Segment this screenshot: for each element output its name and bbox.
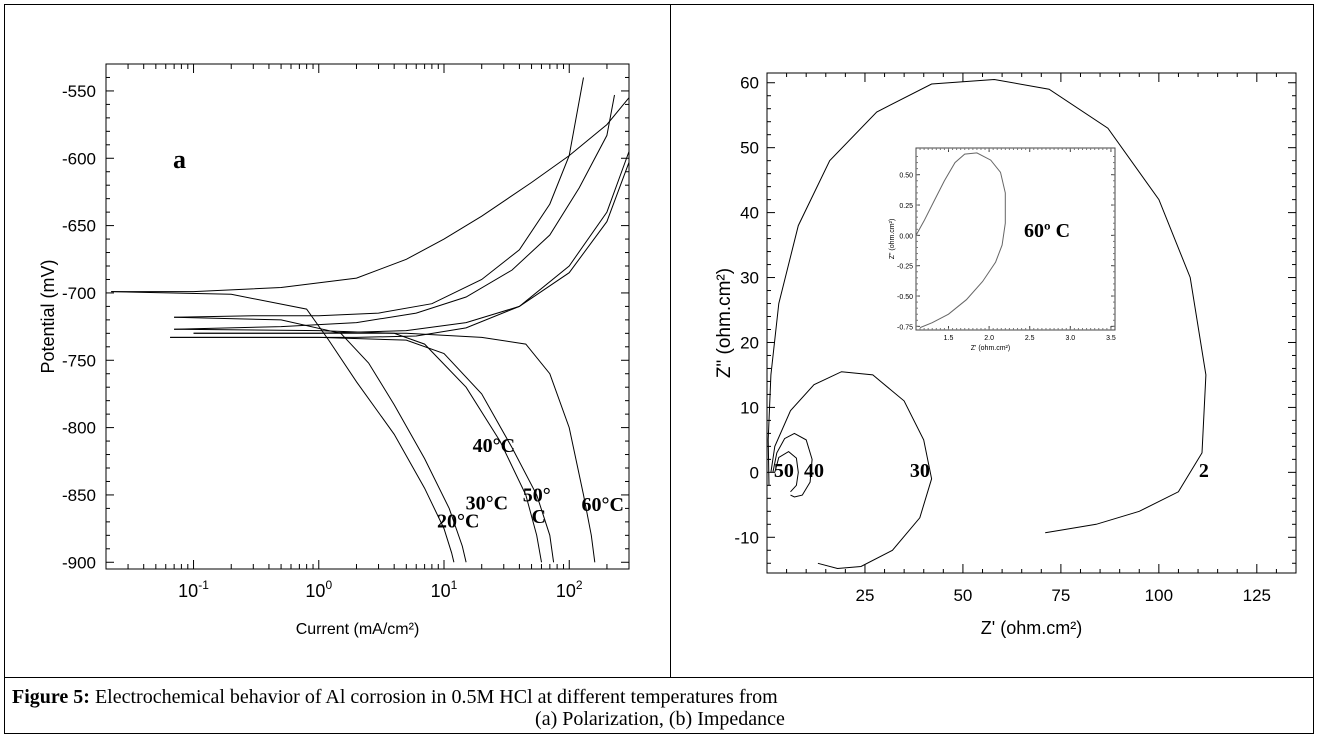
- caption-divider: [4, 677, 1314, 678]
- x-tick-label: 10-1: [178, 578, 209, 601]
- y-tick-label: -650: [62, 217, 96, 236]
- figure-frame: [4, 4, 1314, 734]
- y-tick-label: -10: [734, 528, 759, 547]
- panel-divider: [670, 4, 671, 678]
- y-tick-label: 10: [740, 398, 759, 417]
- plot-b-frame: [766, 72, 1297, 574]
- polarization-cathodic-line: [193, 332, 596, 563]
- panel-label-a: a: [173, 145, 186, 174]
- impedance-nyquist-line: [772, 432, 813, 498]
- x-tick-label: 101: [431, 578, 458, 601]
- inset-frame: [915, 147, 1116, 331]
- y-tick-label: 20: [740, 333, 759, 352]
- y-tick-label: -700: [62, 284, 96, 303]
- y-tick-label: 60: [740, 74, 759, 93]
- y-tick-label: 40: [740, 204, 759, 223]
- impedance-nyquist-line: [770, 371, 933, 570]
- y-tick-label: 30: [740, 269, 759, 288]
- inset-x-axis-label: Z' (ohm.cm²): [971, 345, 1010, 352]
- inset-y-axis-label: Z" (ohm.cm²): [889, 219, 896, 260]
- inset-x-tick-label: 2.0: [984, 335, 994, 342]
- x-tick-label: 100: [1145, 586, 1173, 605]
- x-tick-label: 125: [1243, 586, 1271, 605]
- x-tick-label: 75: [1051, 586, 1070, 605]
- polarization-anodic-line: [174, 77, 584, 318]
- x-tick-label: 100: [305, 578, 332, 601]
- inset-y-tick-label: 0.50: [899, 173, 913, 180]
- x-tick-label: 50: [953, 586, 972, 605]
- caption-label: Figure 5:: [12, 686, 90, 708]
- polarization-cathodic-line: [174, 328, 542, 563]
- temperature-label: 20°C: [437, 510, 479, 532]
- plot-a-frame: [105, 63, 630, 570]
- temperature-label: 40°C: [473, 435, 515, 457]
- inset-y-tick-label: 0.25: [899, 203, 913, 210]
- inset-x-tick-label: 3.0: [1065, 335, 1075, 342]
- y-tick-label: -900: [62, 553, 96, 572]
- impedance-nyquist-line: [767, 78, 1207, 534]
- temperature-label: 2: [1199, 460, 1209, 482]
- y-tick-label: -800: [62, 419, 96, 438]
- impedance-nyquist-line: [774, 450, 799, 493]
- polarization-anodic-line: [111, 97, 630, 293]
- x-tick-label: 25: [856, 586, 875, 605]
- polarization-cathodic-line: [174, 316, 467, 563]
- y-tick-label: -600: [62, 149, 96, 168]
- inset-y-tick-label: -0.75: [897, 324, 913, 331]
- x-axis-label: Z' (ohm.cm²): [981, 618, 1082, 638]
- figure-caption: Figure 5: Electrochemical behavior of Al…: [12, 686, 1308, 730]
- temperature-label: 40: [804, 460, 824, 482]
- inset-x-tick-label: 1.5: [944, 335, 954, 342]
- inset-temperature-label: 60º C: [1024, 220, 1070, 242]
- temperature-label: 50: [774, 460, 794, 482]
- temperature-label: 60°C: [581, 494, 623, 516]
- inset-y-tick-label: -0.25: [897, 264, 913, 271]
- inset-y-tick-label: -0.50: [897, 294, 913, 301]
- polarization-cathodic-line: [170, 336, 555, 563]
- y-tick-label: -850: [62, 486, 96, 505]
- y-axis-label: Z" (ohm.cm²): [714, 268, 735, 378]
- temperature-label: 30°C: [466, 493, 508, 515]
- y-tick-label: -550: [62, 82, 96, 101]
- caption-text: Electrochemical behavior of Al corrosion…: [89, 686, 778, 708]
- caption-line2: (a) Polarization, (b) Impedance: [535, 708, 785, 730]
- polarization-anodic-line: [174, 94, 615, 330]
- y-tick-label: 0: [750, 463, 759, 482]
- polarization-cathodic-line: [111, 291, 455, 563]
- inset-x-tick-label: 3.5: [1106, 335, 1116, 342]
- inset-x-tick-label: 2.5: [1025, 335, 1035, 342]
- y-axis-label: Potential (mV): [38, 259, 58, 373]
- temperature-label: 50°: [523, 485, 551, 507]
- x-axis-label: Current (mA/cm²): [296, 621, 420, 638]
- y-tick-label: -750: [62, 351, 96, 370]
- inset-nyquist-line: [915, 152, 1006, 329]
- temperature-label: C: [531, 506, 545, 528]
- y-tick-label: 50: [740, 139, 759, 158]
- x-tick-label: 102: [556, 578, 583, 601]
- temperature-label: 30: [910, 460, 930, 482]
- inset-y-tick-label: 0.00: [899, 233, 913, 240]
